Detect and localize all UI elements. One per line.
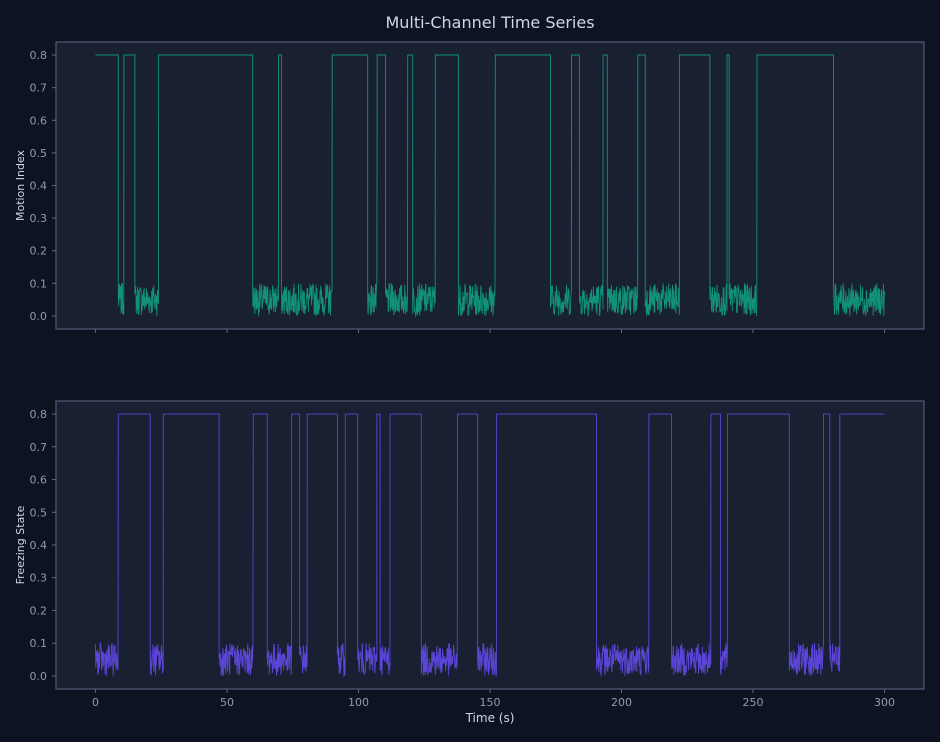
series-line-2 xyxy=(95,413,885,678)
x-tick-label: 300 xyxy=(874,696,895,709)
plot-area xyxy=(55,41,925,330)
series-line-1 xyxy=(95,54,885,318)
y-tick-label: 0.2 xyxy=(30,604,48,617)
y-tick-label: 0.8 xyxy=(30,49,48,62)
y-tick-label: 0.3 xyxy=(30,572,48,585)
y-tick-label: 0.6 xyxy=(30,114,48,127)
x-tick-label: 50 xyxy=(220,696,234,709)
y-tick-label: 0.5 xyxy=(30,506,48,519)
y-tick-label: 0.4 xyxy=(30,539,48,552)
x-tick-label: 150 xyxy=(480,696,501,709)
y-tick-label: 0.8 xyxy=(30,408,48,421)
plot-area xyxy=(55,400,925,690)
x-tick-label: 250 xyxy=(743,696,764,709)
y-axis-label: Freezing State xyxy=(14,505,27,584)
x-axis-label: Time (s) xyxy=(465,711,515,725)
y-tick-label: 0.5 xyxy=(30,147,48,160)
x-tick-label: 0 xyxy=(92,696,99,709)
y-tick-label: 0.0 xyxy=(30,310,48,323)
y-tick-label: 0.4 xyxy=(30,180,48,193)
y-tick-label: 0.3 xyxy=(30,212,48,225)
chart-title: Multi-Channel Time Series xyxy=(385,13,594,32)
y-tick-label: 0.1 xyxy=(30,637,48,650)
y-tick-label: 0.6 xyxy=(30,474,48,487)
y-tick-label: 0.2 xyxy=(30,245,48,258)
x-tick-label: 200 xyxy=(611,696,632,709)
x-tick-label: 100 xyxy=(348,696,369,709)
y-axis-label: Motion Index xyxy=(14,149,27,221)
y-tick-label: 0.7 xyxy=(30,82,48,95)
y-tick-label: 0.0 xyxy=(30,670,48,683)
panel-2: 0.0 0.1 0.2 0.3 0.4 0.5 0.6 0.7 0.8 0 50 100 150 200 2… xyxy=(14,400,925,709)
y-tick-label: 0.7 xyxy=(30,441,48,454)
y-tick-label: 0.1 xyxy=(30,277,48,290)
panel-1: 0.0 0.1 0.2 0.3 0.4 0.5 0.6 0.7 0.8 Motion Index xyxy=(14,41,925,333)
